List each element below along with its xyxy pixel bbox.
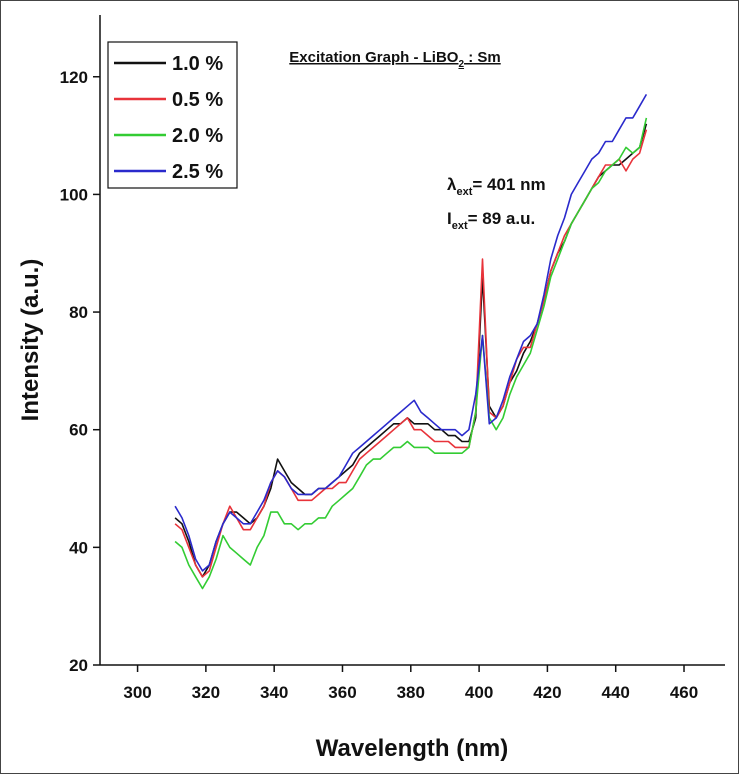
x-tick-label: 360 (328, 683, 356, 702)
x-tick-label: 340 (260, 683, 288, 702)
annotation-main: I (447, 209, 452, 228)
legend-label: 0.5 % (172, 89, 223, 111)
x-tick-label: 440 (602, 683, 630, 702)
y-tick-label: 40 (69, 538, 88, 557)
annotation-sub: ext (456, 186, 472, 198)
data-line (174, 123, 648, 578)
x-tick-label: 300 (123, 683, 151, 702)
y-tick-label: 80 (69, 303, 88, 322)
annotation: Iext= 89 a.u. (447, 209, 535, 232)
annotation-rest: = 401 nm (472, 175, 545, 194)
x-tick-label: 400 (465, 683, 493, 702)
y-tick-label: 20 (69, 656, 88, 675)
y-tick-label: 120 (60, 68, 88, 87)
annotation-sub: ext (452, 220, 468, 232)
x-tick-label: 460 (670, 683, 698, 702)
legend-box (107, 41, 238, 189)
title-rest: : Sm (464, 49, 501, 66)
annotation: λext= 401 nm (447, 175, 546, 198)
data-line (174, 117, 648, 590)
data-line (174, 94, 648, 572)
legend-label: 2.5 % (172, 161, 223, 183)
annotation-main: λ (447, 175, 457, 194)
x-tick-label: 380 (397, 683, 425, 702)
title-sub: 2 (458, 59, 464, 70)
y-tick-label: 100 (60, 185, 88, 204)
y-tick-label: 60 (69, 421, 88, 440)
x-tick-label: 420 (533, 683, 561, 702)
legend-label: 2.0 % (172, 125, 223, 147)
x-axis-label: Wavelength (nm) (316, 735, 508, 762)
annotation-rest: = 89 a.u. (468, 209, 536, 228)
data-line (174, 129, 648, 578)
y-axis-label: Intensity (a.u.) (17, 259, 44, 422)
title-main: Excitation Graph - LiBO (289, 49, 459, 66)
chart-title: Excitation Graph - LiBO2 : Sm (289, 49, 500, 70)
legend-label: 1.0 % (172, 53, 223, 75)
x-tick-label: 320 (192, 683, 220, 702)
